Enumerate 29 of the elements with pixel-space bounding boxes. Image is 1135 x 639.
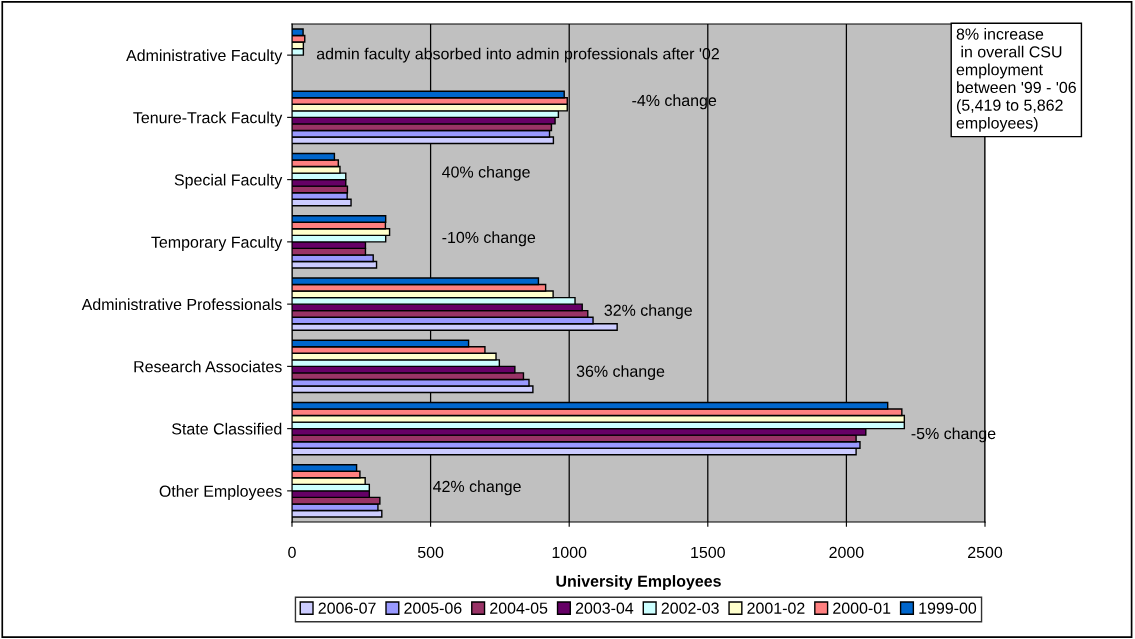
legend-label: 2001-02 (747, 602, 805, 614)
y-tick-label: Research Associates (134, 360, 282, 373)
x-tick-label: 500 (417, 546, 444, 559)
y-tick-label: Administrative Faculty (126, 49, 283, 65)
legend-label: 2005-06 (404, 602, 462, 614)
legend-label: 1999-00 (919, 602, 977, 614)
annotation: -10% change (442, 231, 536, 247)
annotation: 36% change (576, 365, 665, 381)
x-axis-title: University Employees (556, 575, 721, 590)
y-tick-label: Special Faculty (174, 173, 283, 189)
legend-label: 2003-04 (575, 602, 634, 614)
legend-label: 2006-07 (318, 602, 376, 614)
y-tick-label: Tenure-Track Faculty (133, 111, 283, 127)
x-tick-label: 1000 (552, 546, 587, 559)
y-tick-label: State Classified (172, 422, 282, 435)
annotation: 40% change (442, 165, 530, 181)
y-tick-label: Administrative Professionals (81, 298, 282, 311)
y-tick-label: Temporary Faculty (151, 236, 283, 251)
x-tick-label: 1500 (691, 546, 725, 559)
annotation: 32% change (604, 304, 692, 320)
y-tick-label: Other Employees (159, 485, 282, 500)
legend-label: 2004-05 (490, 602, 548, 614)
x-tick-label: 2500 (968, 546, 1003, 559)
legend-label: 2002-03 (661, 602, 719, 614)
annotation: 8% increase in overall CSU employment between '99 - '06 (5,419 to 5,862 employees) (956, 28, 1076, 132)
x-tick-label: 2000 (829, 546, 864, 559)
x-tick-label: 0 (288, 546, 296, 559)
legend-label: 2000-01 (833, 602, 891, 614)
annotation: 42% change (433, 480, 521, 496)
